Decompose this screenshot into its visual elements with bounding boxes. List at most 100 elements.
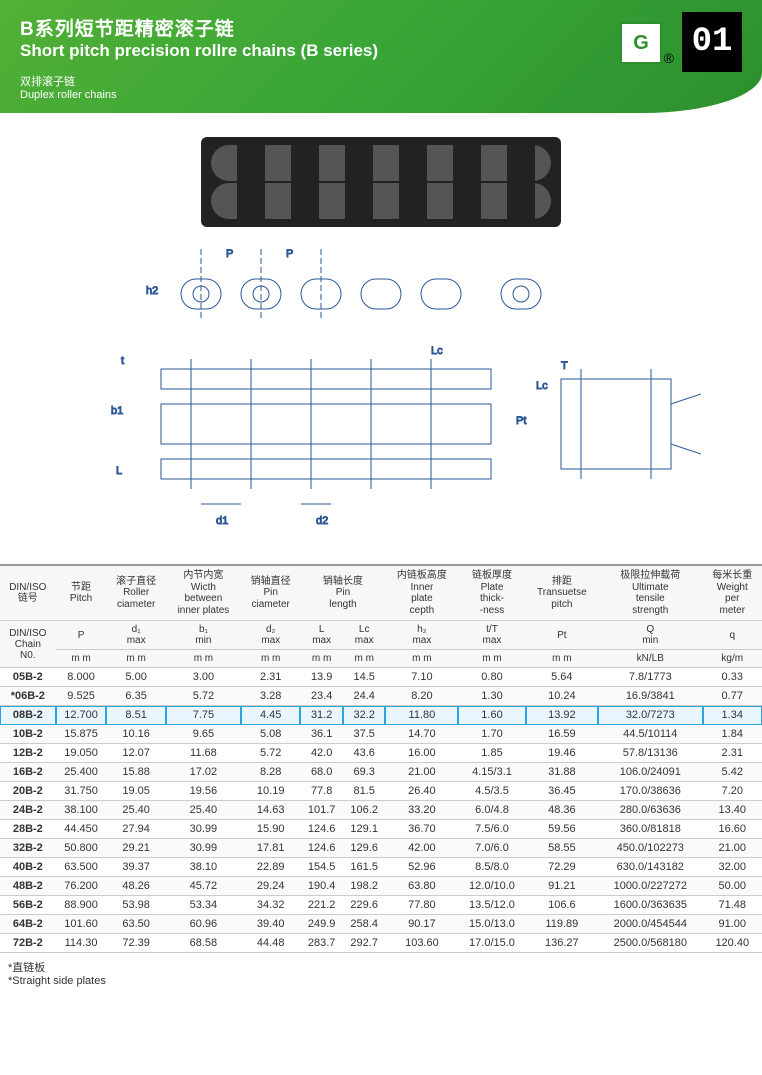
sym-L-t: L — [319, 624, 325, 635]
cell: 1.84 — [703, 725, 762, 744]
cell: 31.88 — [526, 763, 598, 782]
cell: 21.00 — [385, 763, 458, 782]
cell: 36.45 — [526, 782, 598, 801]
u-kn: kN/LB — [598, 650, 702, 668]
cell: 6.0/4.8 — [458, 801, 525, 820]
cell: 8.51 — [106, 706, 165, 725]
cell: 52.96 — [385, 858, 458, 877]
cell: 50.800 — [56, 839, 107, 858]
table-row: 56B-288.90053.9853.3434.32221.2229.677.8… — [0, 896, 762, 915]
table-row: 28B-244.45027.9430.9915.90124.6129.136.7… — [0, 820, 762, 839]
cell: 58.55 — [526, 839, 598, 858]
table-row: 12B-219.05012.0711.685.7242.043.616.001.… — [0, 744, 762, 763]
cell: 31.2 — [300, 706, 343, 725]
cell: 5.08 — [241, 725, 300, 744]
cell: 44.450 — [56, 820, 107, 839]
sym-Q: Qmin — [598, 621, 702, 650]
cell: 13.5/12.0 — [458, 896, 525, 915]
cell: 7.0/6.0 — [458, 839, 525, 858]
cell: 3.28 — [241, 687, 300, 706]
cell: 22.89 — [241, 858, 300, 877]
table-row: 16B-225.40015.8817.028.2868.069.321.004.… — [0, 763, 762, 782]
cell: 2.31 — [241, 668, 300, 687]
u-mm9: m m — [526, 650, 598, 668]
cell: 129.6 — [343, 839, 386, 858]
cell: 50.00 — [703, 877, 762, 896]
subtitle-cn: 双排滚子链 — [20, 73, 742, 89]
cell-chainno: 64B-2 — [0, 915, 56, 934]
page-number: 01 — [692, 23, 733, 61]
cell: 71.48 — [703, 896, 762, 915]
cell: 48.36 — [526, 801, 598, 820]
cell: 1.70 — [458, 725, 525, 744]
sym-d2: d₂max — [241, 621, 300, 650]
col-pitch: 节距 Pitch — [56, 565, 107, 621]
table-row: 32B-250.80029.2130.9917.81124.6129.642.0… — [0, 839, 762, 858]
sym-Pt: Pt — [526, 621, 598, 650]
col-inner: 内链板高度 Inner plate cepth — [385, 565, 458, 621]
h-width-cn: 内节内宽 — [183, 570, 223, 581]
h-plate-cn: 链板厚度 — [472, 570, 512, 581]
cell: 25.400 — [56, 763, 107, 782]
sym-b1m: min — [195, 635, 211, 646]
sym-Lc-t: Lc — [359, 624, 370, 635]
h-pinl-en1: Pin — [336, 587, 350, 598]
sym-b1: b₁min — [166, 621, 241, 650]
h-trans-cn: 排距 — [552, 576, 572, 587]
cell: 42.00 — [385, 839, 458, 858]
cell: 29.21 — [106, 839, 165, 858]
u-mm6: m m — [343, 650, 386, 668]
cell: 76.200 — [56, 877, 107, 896]
cell: 1600.0/363635 — [598, 896, 702, 915]
cell: 13.92 — [526, 706, 598, 725]
table-row: 64B-2101.6063.5060.9639.40249.9258.490.1… — [0, 915, 762, 934]
cell: 68.58 — [166, 934, 241, 953]
sym-L: Lmax — [300, 621, 343, 650]
h-pind-en1: Pin — [263, 587, 277, 598]
table-row: 08B-212.7008.517.754.4531.232.211.801.60… — [0, 706, 762, 725]
sym-tTm: max — [483, 635, 502, 646]
h-weight-en3: meter — [719, 605, 745, 616]
u-mm4: m m — [241, 650, 300, 668]
sym-b1-t: b₁ — [199, 624, 208, 635]
cell: 106.0/24091 — [598, 763, 702, 782]
cell: 12.0/10.0 — [458, 877, 525, 896]
h-width-en1: Wicth — [191, 582, 216, 593]
cell: 17.81 — [241, 839, 300, 858]
cell: 36.70 — [385, 820, 458, 839]
cell: 6.35 — [106, 687, 165, 706]
dim-label-Lc: Lc — [431, 345, 443, 357]
table-row: 20B-231.75019.0519.5610.1977.881.526.404… — [0, 782, 762, 801]
cell: 5.72 — [241, 744, 300, 763]
cell-chainno: 72B-2 — [0, 934, 56, 953]
sym-h2: h₂max — [385, 621, 458, 650]
logo-letter: G — [633, 32, 649, 55]
cell: 7.75 — [166, 706, 241, 725]
cell: 170.0/38636 — [598, 782, 702, 801]
cell: 91.00 — [703, 915, 762, 934]
dim-label-L: L — [116, 465, 122, 477]
cell: 9.65 — [166, 725, 241, 744]
cell-chainno: 05B-2 — [0, 668, 56, 687]
dim-label-Lc2: Lc — [536, 380, 548, 392]
cell: 15.88 — [106, 763, 165, 782]
sym-Lm: max — [312, 635, 331, 646]
h-inner-en2: plate — [411, 593, 433, 604]
cell: 198.2 — [343, 877, 386, 896]
sym-d1-t: d₁ — [132, 624, 141, 635]
h-tensile-en1: Ultimate — [632, 582, 669, 593]
cell: 17.0/15.0 — [458, 934, 525, 953]
h-width-en3: inner plates — [178, 605, 230, 616]
h-pinl-en2: length — [329, 599, 356, 610]
table-row: 10B-215.87510.169.655.0836.137.514.701.7… — [0, 725, 762, 744]
page-number-box: 01 — [682, 12, 742, 72]
h-pitch-cn: 节距 — [71, 582, 91, 593]
cell: 30.99 — [166, 839, 241, 858]
h-pind-en2: ciameter — [252, 599, 290, 610]
sym-q-t: q — [729, 630, 735, 641]
cell: 0.80 — [458, 668, 525, 687]
cell: 360.0/81818 — [598, 820, 702, 839]
cell: 11.80 — [385, 706, 458, 725]
cell: 129.1 — [343, 820, 386, 839]
h-weight-en2: per — [725, 593, 739, 604]
